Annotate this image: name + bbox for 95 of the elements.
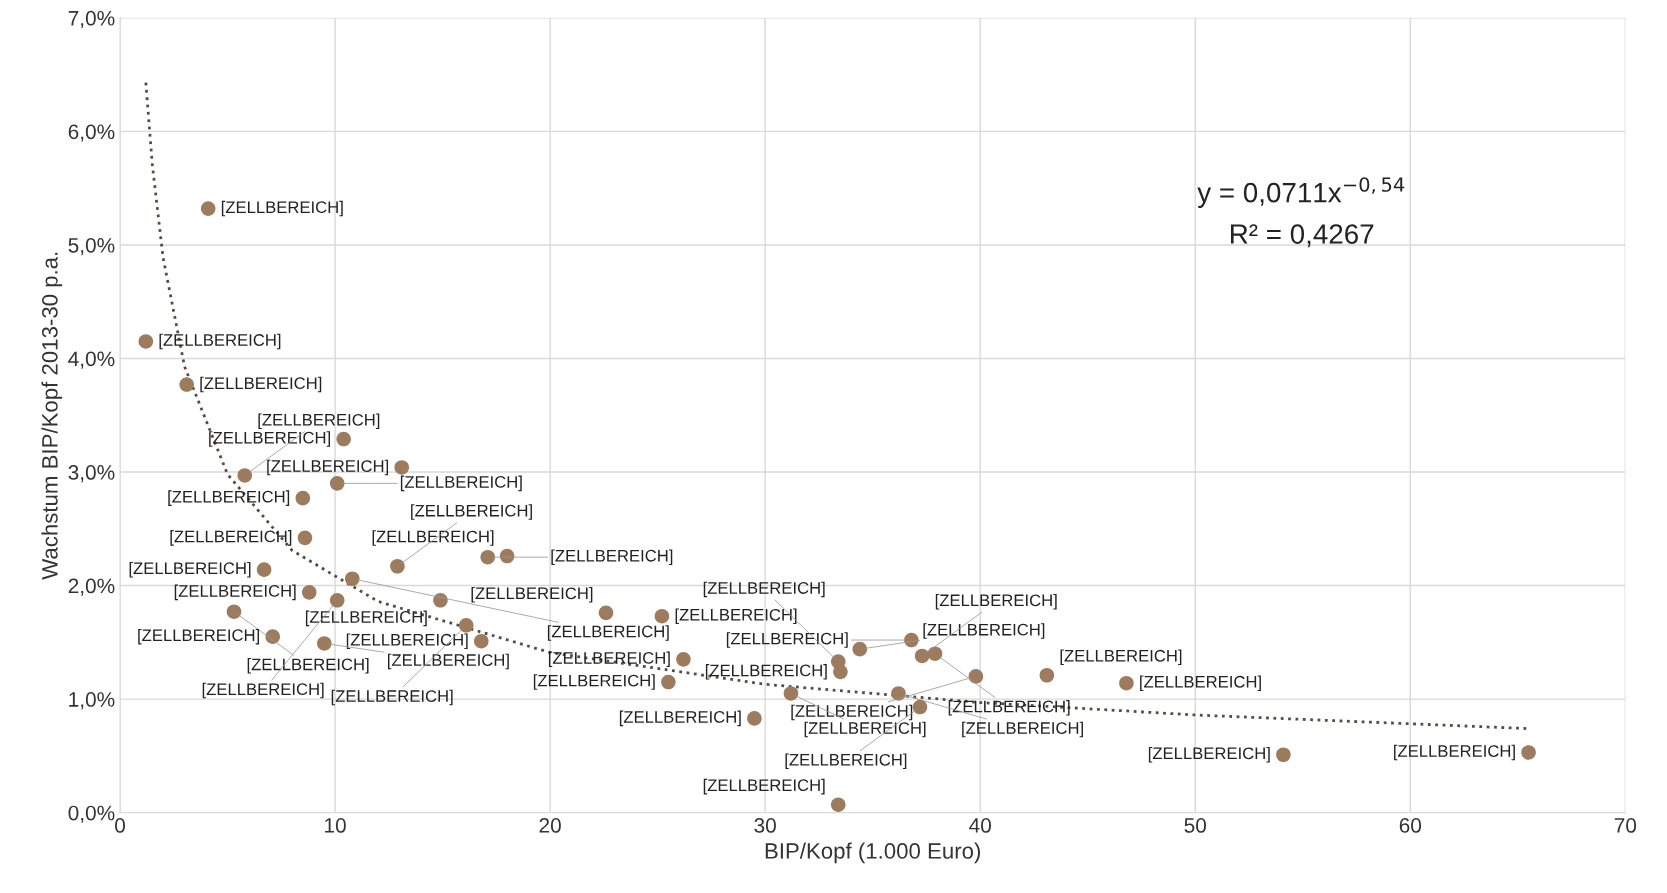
- data-label: [ZELLBEREICH]: [168, 490, 290, 506]
- y-tick-label: 7,0%: [68, 10, 115, 29]
- data-label: [ZELLBEREICH]: [372, 530, 494, 546]
- x-tick-label: 70: [1614, 818, 1637, 833]
- data-label: [ZELLBEREICH]: [267, 459, 389, 476]
- point: [852, 641, 868, 657]
- point: [912, 699, 928, 715]
- point: [200, 201, 216, 216]
- y-tick-label: 6,0%: [68, 124, 115, 142]
- point: [390, 558, 405, 574]
- data-label: [ZELLBEREICH]: [159, 333, 281, 350]
- data-label: [ZELLBEREICH]: [1060, 649, 1182, 665]
- data-label: [ZELLBEREICH]: [411, 504, 532, 520]
- data-label: [ZELLBEREICH]: [202, 682, 324, 699]
- point: [654, 608, 670, 624]
- data-label: [ZELLBEREICH]: [547, 625, 669, 641]
- data-label: [ZELLBEREICH]: [174, 584, 296, 601]
- data-label: [ZELLBEREICH]: [935, 594, 1057, 610]
- point: [1276, 747, 1291, 763]
- y-tick-label: 3,0%: [68, 465, 115, 483]
- point: [676, 652, 691, 667]
- point: [1119, 675, 1134, 691]
- data-label: [ZELLBEREICH]: [170, 530, 292, 546]
- data-label: [ZELLBEREICH]: [675, 608, 797, 624]
- x-tick-label: 10: [325, 818, 346, 833]
- data-label: [ZELLBEREICH]: [962, 721, 1083, 738]
- point: [344, 571, 360, 587]
- point: [237, 468, 253, 483]
- point: [317, 636, 332, 651]
- y-tick-label: 1,0%: [69, 692, 115, 710]
- data-label: [ZELLBEREICH]: [726, 632, 848, 648]
- point: [301, 585, 317, 600]
- data-label: [ZELLBEREICH]: [551, 549, 673, 565]
- data-label: [ZELLBEREICH]: [785, 753, 907, 769]
- point: [179, 377, 194, 392]
- y-tick-label: 2,0%: [68, 578, 115, 596]
- data-label: [ZELLBEREICH]: [791, 704, 913, 721]
- x-tick-label: 20: [539, 818, 561, 833]
- annotation: y = 0,0711x$^{−0,54}$: [1197, 177, 1405, 208]
- data-label: [ZELLBEREICH]: [923, 623, 1045, 639]
- point: [336, 431, 351, 447]
- point: [1521, 745, 1536, 760]
- data-label: [ZELLBEREICH]: [247, 658, 369, 674]
- y-tick-label: 0,0%: [68, 805, 115, 823]
- point: [474, 633, 489, 649]
- point: [138, 334, 154, 349]
- annotation: R² = 0,4267: [1231, 224, 1374, 248]
- data-label: [ZELLBEREICH]: [331, 689, 453, 706]
- data-label: [ZELLBEREICH]: [400, 475, 522, 492]
- data-label: [ZELLBEREICH]: [388, 653, 509, 670]
- point: [329, 593, 345, 608]
- data-label: [ZELLBEREICH]: [1148, 746, 1270, 763]
- point: [256, 562, 272, 577]
- data-label: [ZELLBEREICH]: [619, 710, 741, 727]
- data-label: [ZELLBEREICH]: [703, 581, 825, 598]
- point: [297, 530, 313, 546]
- point: [783, 686, 799, 701]
- point: [480, 549, 496, 565]
- data-label: [ZELLBEREICH]: [346, 633, 468, 649]
- point: [295, 490, 311, 506]
- data-label: [ZELLBEREICH]: [705, 664, 827, 680]
- y-axis-title: Wachstum BIP/Kopf 2013-30 p.a.: [41, 252, 63, 580]
- point: [833, 664, 848, 680]
- point: [458, 618, 474, 633]
- data-label: [ZELLBEREICH]: [209, 431, 330, 447]
- point: [747, 711, 762, 726]
- y-tick-label: 5,0%: [68, 237, 115, 256]
- x-axis-title: BIP/Kopf (1.000 Euro): [765, 842, 980, 864]
- x-tick-label: 40: [969, 818, 991, 833]
- x-tick-label: 0: [115, 818, 125, 833]
- data-label: [ZELLBEREICH]: [129, 561, 251, 578]
- data-label: [ZELLBEREICH]: [200, 376, 322, 393]
- x-tick-label: 60: [1399, 818, 1422, 833]
- data-label: [ZELLBEREICH]: [948, 700, 1070, 716]
- x-tick-label: 30: [754, 818, 776, 833]
- x-tick-label: 50: [1184, 818, 1207, 833]
- y-tick-label: 4,0%: [68, 351, 115, 369]
- data-label: [ZELLBEREICH]: [703, 778, 825, 795]
- point: [914, 648, 930, 664]
- data-label: [ZELLBEREICH]: [533, 674, 655, 690]
- data-label: [ZELLBEREICH]: [1140, 675, 1261, 691]
- point: [598, 605, 614, 621]
- point: [830, 797, 846, 812]
- data-label: [ZELLBEREICH]: [471, 586, 593, 603]
- point: [1039, 667, 1055, 683]
- point: [394, 460, 410, 475]
- point: [661, 674, 676, 690]
- data-label: [ZELLBEREICH]: [221, 200, 343, 217]
- data-label: [ZELLBEREICH]: [138, 628, 260, 645]
- point: [226, 604, 242, 619]
- data-label: [ZELLBEREICH]: [804, 721, 926, 738]
- point: [329, 476, 345, 491]
- data-label: [ZELLBEREICH]: [305, 610, 427, 627]
- data-label: [ZELLBEREICH]: [1394, 744, 1515, 761]
- data-label: [ZELLBEREICH]: [258, 413, 380, 430]
